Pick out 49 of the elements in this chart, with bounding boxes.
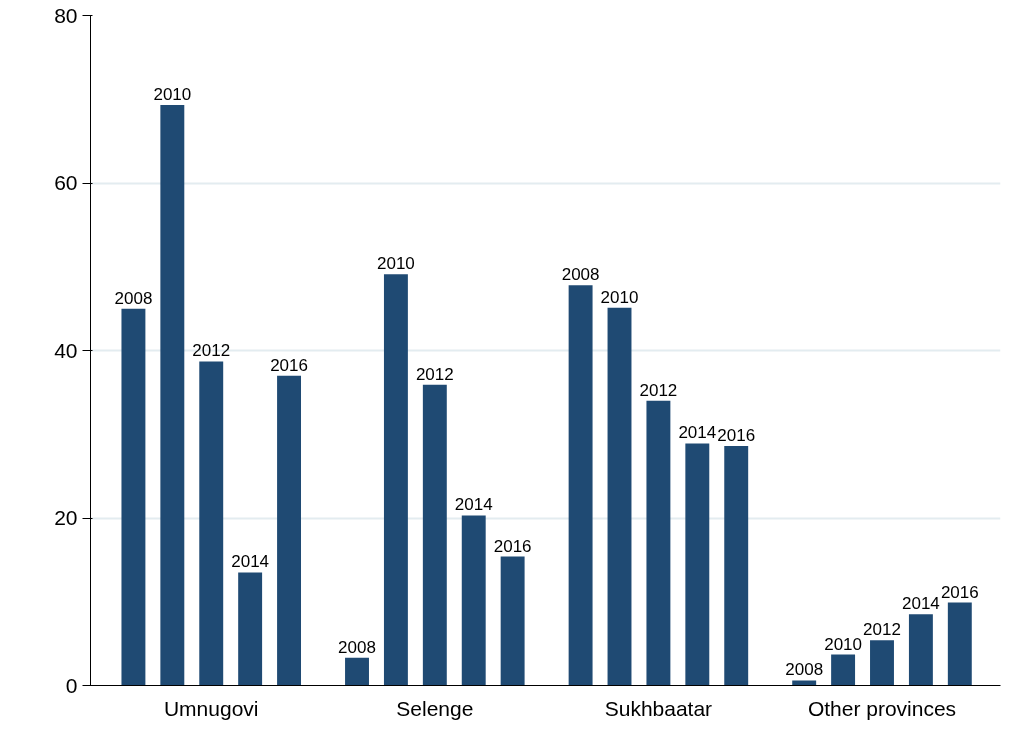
bar [160, 105, 185, 686]
series-label: 2010 [824, 634, 863, 654]
text: 2008 [561, 265, 600, 285]
bar [607, 307, 632, 686]
bar [199, 361, 224, 686]
text: 2014 [231, 552, 270, 572]
bar [238, 572, 263, 686]
series-label: 2012 [415, 364, 454, 384]
bar [568, 285, 593, 686]
bar [121, 308, 146, 686]
text: 2010 [377, 254, 415, 274]
bar [646, 400, 671, 686]
bar [685, 443, 710, 686]
y-tick-label: 80 [54, 3, 78, 27]
text: 2008 [785, 660, 824, 680]
text: 2016 [940, 582, 979, 602]
bar [947, 602, 972, 686]
x-tick-label: Other provinces [807, 696, 957, 720]
bar [461, 515, 486, 686]
bar [345, 657, 369, 686]
text: 2016 [717, 425, 756, 445]
y-tick-label: 0 [65, 673, 78, 697]
bar [383, 274, 408, 686]
text: 2014 [454, 495, 493, 515]
y-tick-label: 20 [54, 506, 78, 529]
y-tick-label: 60 [54, 171, 78, 194]
text: 2014 [901, 594, 940, 614]
y-tick-label: 40 [54, 338, 78, 362]
text: 2012 [863, 620, 901, 640]
bar [870, 640, 894, 686]
x-tick-label: Umnugovi [163, 696, 259, 720]
text: 2008 [114, 288, 153, 308]
bar [277, 375, 302, 686]
bar [422, 384, 447, 686]
text: 2016 [493, 536, 532, 556]
series-label: 2016 [270, 355, 308, 375]
x-tick-label: Selenge [396, 696, 474, 720]
text: 2010 [153, 85, 192, 105]
series-label: 2008 [338, 637, 376, 657]
x-tick-label: Sukhbaatar [604, 696, 713, 720]
series-label: 2014 [678, 423, 717, 443]
bar [724, 445, 749, 686]
bar [831, 654, 856, 686]
bar [792, 680, 817, 686]
bar [500, 556, 525, 686]
text: 2012 [192, 341, 231, 361]
text: 2010 [600, 287, 639, 307]
bar [908, 614, 933, 686]
text: 2012 [639, 380, 678, 400]
